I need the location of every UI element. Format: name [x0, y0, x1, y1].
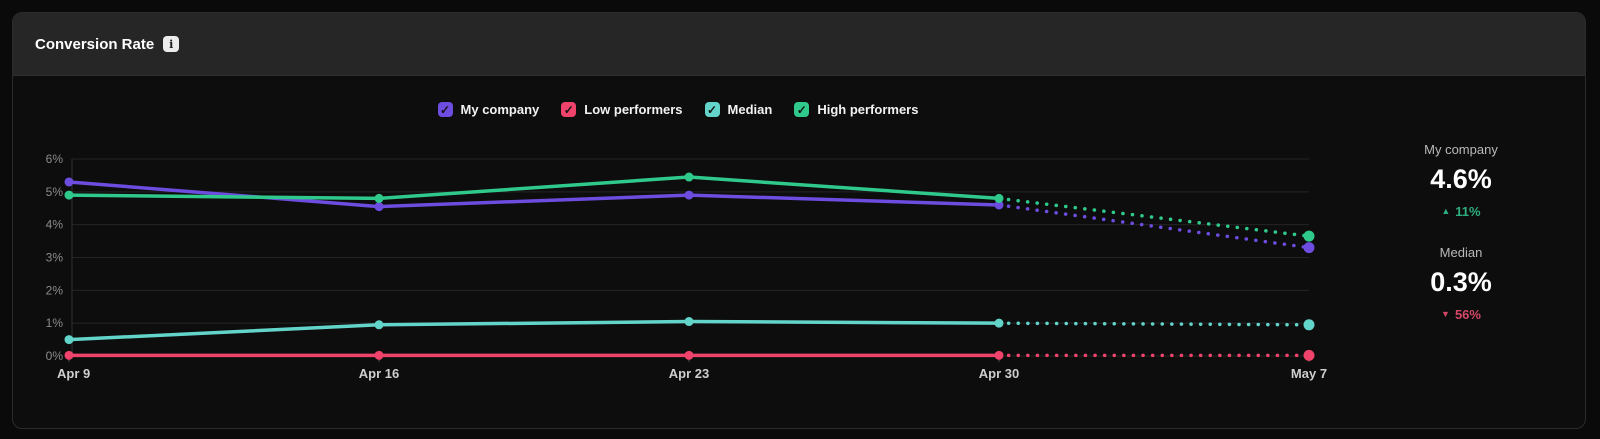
data-point[interactable] — [684, 172, 694, 182]
stat-delta-value: 11% — [1455, 204, 1481, 219]
data-point[interactable] — [994, 350, 1004, 360]
stat-my-company: My company 4.6% ▲ 11% — [1361, 142, 1561, 219]
data-point[interactable] — [994, 200, 1004, 210]
card-header: Conversion Rate i — [13, 13, 1585, 76]
chart-legend: ✓ My company ✓ Low performers ✓ Median ✓ High p… — [33, 102, 1323, 117]
checkbox-checked-icon[interactable]: ✓ — [704, 102, 720, 117]
data-point[interactable] — [64, 350, 74, 360]
y-axis-tick-label: 4% — [46, 218, 64, 232]
trend-up-icon: ▲ — [1441, 206, 1451, 216]
data-point[interactable] — [684, 317, 694, 327]
data-point[interactable] — [64, 335, 74, 345]
card-title: Conversion Rate — [35, 35, 155, 53]
legend-item-my-company[interactable]: ✓ My company — [437, 102, 540, 117]
data-point[interactable] — [1303, 319, 1315, 331]
y-axis-tick-label: 0% — [46, 349, 64, 363]
legend-label: Low performers — [584, 102, 683, 117]
checkbox-checked-icon[interactable]: ✓ — [561, 102, 577, 117]
y-axis-tick-label: 6% — [46, 152, 64, 166]
trend-down-icon: ▼ — [1441, 309, 1450, 319]
checkbox-checked-icon[interactable]: ✓ — [794, 102, 810, 117]
data-point[interactable] — [1303, 242, 1315, 254]
legend-label: High performers — [817, 102, 919, 117]
data-point[interactable] — [374, 320, 384, 330]
series-projection-my-company — [997, 203, 1311, 250]
data-point[interactable] — [994, 193, 1004, 203]
stat-value: 4.6% — [1430, 164, 1492, 194]
legend-item-median[interactable]: ✓ Median — [704, 102, 773, 117]
stat-delta: ▲ 11% — [1361, 204, 1561, 219]
x-axis-tick-label: Apr 9 — [57, 366, 90, 381]
data-point[interactable] — [64, 190, 74, 200]
stat-delta: ▼ 56% — [1361, 307, 1561, 322]
series-line-my-company — [67, 180, 1001, 209]
legend-item-high-performers[interactable]: ✓ High performers — [794, 102, 918, 117]
legend-label: Median — [727, 102, 773, 117]
stat-median: Median 0.3% ▼ 56% — [1361, 245, 1561, 322]
series-line-median — [67, 319, 1001, 342]
y-axis-tick-label: 2% — [46, 283, 64, 297]
stat-label: Median — [1439, 245, 1483, 260]
data-point[interactable] — [684, 350, 694, 360]
stat-value: 0.3% — [1430, 267, 1492, 297]
stat-label: My company — [1424, 142, 1498, 157]
legend-item-low-performers[interactable]: ✓ Low performers — [561, 102, 683, 117]
data-point[interactable] — [1303, 349, 1315, 361]
data-point[interactable] — [994, 318, 1004, 328]
series-projection-median — [997, 321, 1311, 327]
stats-panel: My company 4.6% ▲ 11% Median 0.3% ▼ 56% — [1361, 142, 1561, 348]
x-axis-tick-label: Apr 23 — [669, 366, 709, 381]
line-chart-svg: 0% 1% 2% 3% 4% 5% 6% Apr 9 Apr 16 Apr 23 Apr 30 May… — [46, 152, 1327, 381]
card-body: ✓ My company ✓ Low performers ✓ Median ✓ High p… — [13, 76, 1585, 428]
data-point[interactable] — [684, 190, 694, 200]
x-axis-tick-label: Apr 30 — [979, 366, 1019, 381]
y-axis-tick-label: 5% — [46, 185, 64, 199]
info-icon[interactable]: i — [163, 36, 180, 52]
series-projection-high-performers — [997, 196, 1311, 238]
y-axis-tick-label: 3% — [46, 251, 64, 265]
legend-label: My company — [460, 102, 540, 117]
y-axis-tick-label: 1% — [46, 316, 64, 330]
series-line-high-performers — [67, 175, 1001, 201]
conversion-rate-card: Conversion Rate i ✓ My company ✓ Low perfor… — [12, 12, 1586, 429]
data-point[interactable] — [374, 193, 384, 203]
data-point[interactable] — [64, 177, 74, 187]
x-axis-tick-label: Apr 16 — [359, 366, 399, 381]
data-point[interactable] — [374, 202, 384, 212]
checkbox-checked-icon[interactable]: ✓ — [437, 102, 453, 117]
x-axis-tick-label: May 7 — [1291, 366, 1327, 381]
data-point[interactable] — [374, 350, 384, 360]
chart-area[interactable]: 0% 1% 2% 3% 4% 5% 6% Apr 9 Apr 16 Apr 23 Apr 30 May… — [33, 140, 1363, 392]
data-point[interactable] — [1303, 230, 1315, 242]
stat-delta-value: 56% — [1454, 307, 1481, 322]
